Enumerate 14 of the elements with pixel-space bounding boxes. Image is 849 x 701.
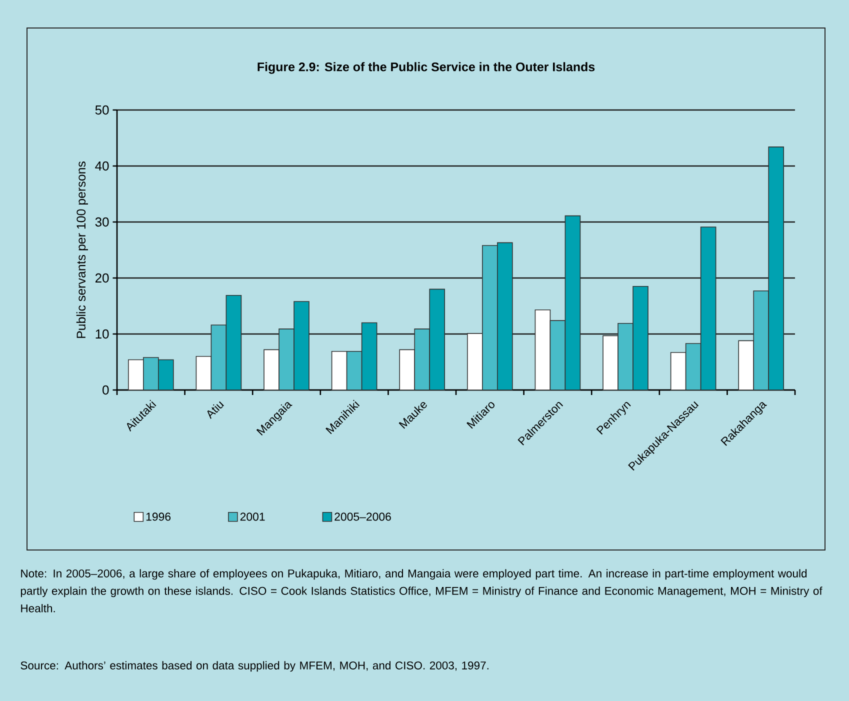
y-tick-label: 0 <box>102 385 109 395</box>
y-tick-label: 30 <box>95 217 109 227</box>
legend-label: 2001 <box>240 512 265 521</box>
chart-title: Figure 2.9: Size of the Public Service in the Outer Islands <box>258 62 595 74</box>
legend-label: 1996 <box>146 512 171 521</box>
y-axis-title: Public servants per 100 persons <box>76 162 88 338</box>
text: Note: In 2005–2006, a large share of employees on Pukapuka, Mitiaro, and Mangaia were employed part time. An increase in part-time employment would partly explain the growth on these islands. CISO = Cook Islands Statistics Office, MFEM = Ministry of Finance and Economic Management, MOH = Ministry of Health. <box>20 569 822 612</box>
x-tick-label: Atiu <box>207 401 224 420</box>
legend-label: 2005–2006 <box>334 512 391 521</box>
y-tick-label: 20 <box>95 273 109 283</box>
y-tick-label: 10 <box>96 329 109 339</box>
source-note: Source: Authors’ estimates based on data supplied by MFEM, MOH, and CISO. 2003, 1997. <box>20 661 488 672</box>
y-tick-label: 40 <box>95 161 109 171</box>
y-tick-label: 50 <box>95 105 109 115</box>
